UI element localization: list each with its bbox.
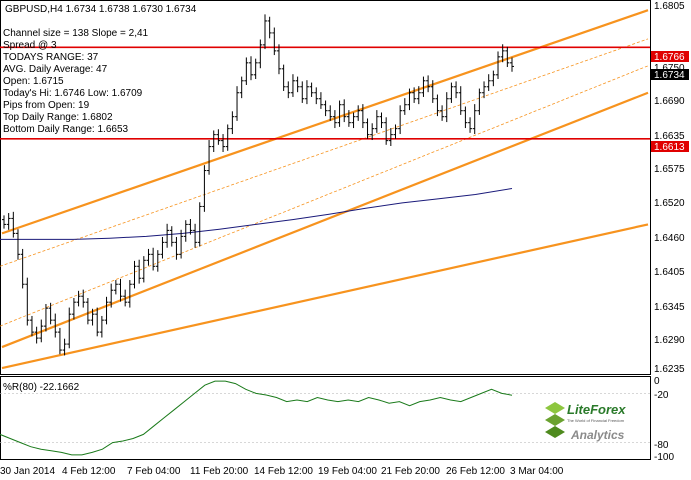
info-line: Open: 1.6715 — [3, 76, 64, 87]
price-tick: 1.6575 — [654, 164, 685, 175]
upper-level-value: 1.6766 — [654, 52, 685, 63]
main-plot-frame — [0, 0, 651, 375]
time-label: 30 Jan 2014 — [0, 466, 55, 477]
price-tick: 1.6750 — [654, 63, 685, 74]
info-line: Spread @ 3 — [3, 40, 57, 51]
indicator-tick: -100 — [654, 452, 674, 463]
lower-level-marker — [651, 141, 689, 152]
info-line: Pips from Open: 19 — [3, 100, 90, 111]
info-panel: GBPUSD,H4 1.6734 1.6738 1.6730 1.6734 Ch… — [3, 4, 197, 135]
logo-tagline: The World of Financial Freedom — [567, 418, 625, 423]
price-tick: 1.6235 — [654, 364, 685, 375]
channel-midline — [0, 65, 649, 327]
current-price-value: 1.6734 — [654, 70, 685, 81]
indicator-panel: %R(80) -22.1662 0 -20 -80 -100 — [3, 376, 674, 463]
time-label: 4 Feb 12:00 — [62, 466, 116, 477]
price-tick: 1.6460 — [654, 233, 685, 244]
indicator-label: %R(80) -22.1662 — [3, 382, 80, 393]
price-tick: 1.6405 — [654, 267, 685, 278]
price-scale: 1.6805 1.6750 1.6690 1.6635 1.6575 1.652… — [651, 1, 689, 375]
channel-line — [1, 91, 649, 349]
price-tick: 1.6345 — [654, 302, 685, 313]
indicator-plot-frame — [0, 376, 651, 460]
upper-level-marker — [651, 51, 689, 62]
info-line: Channel size = 138 Slope = 2,41 — [3, 28, 149, 39]
channel-line — [1, 223, 649, 370]
info-line: Top Daily Range: 1.6802 — [3, 112, 113, 123]
ma-line — [0, 188, 513, 240]
indicator-tick: -80 — [654, 440, 669, 451]
leaf-icon — [545, 402, 565, 438]
time-label: 3 Mar 04:00 — [510, 466, 564, 477]
time-label: 21 Feb 20:00 — [381, 466, 440, 477]
symbol-header: GBPUSD,H4 1.6734 1.6738 1.6730 1.6734 — [5, 4, 197, 15]
info-line: Bottom Daily Range: 1.6653 — [3, 124, 129, 135]
williams-r-line — [0, 380, 650, 456]
moving-average — [0, 188, 513, 240]
williams-r-path — [0, 380, 513, 456]
lower-level-value: 1.6613 — [654, 142, 685, 153]
price-tick: 1.6690 — [654, 96, 685, 107]
channel-midline — [0, 38, 649, 267]
indicator-tick: -20 — [654, 390, 669, 401]
logo-sub: Analytics — [570, 428, 625, 442]
price-tick: 1.6635 — [654, 131, 685, 142]
logo-brand: LiteForex — [567, 402, 626, 417]
current-price-marker — [651, 69, 689, 80]
time-label: 7 Feb 04:00 — [127, 466, 181, 477]
time-label: 14 Feb 12:00 — [254, 466, 313, 477]
time-label: 11 Feb 20:00 — [190, 466, 249, 477]
info-line: TODAYS RANGE: 37 — [3, 52, 99, 63]
price-tick: 1.6520 — [654, 198, 685, 209]
horizontal-levels — [0, 46, 650, 140]
time-label: 26 Feb 12:00 — [446, 466, 505, 477]
liteforex-logo: LiteForex The World of Financial Freedom… — [541, 398, 641, 450]
indicator-tick: 0 — [654, 376, 660, 387]
price-tick: 1.6290 — [654, 335, 685, 346]
info-line: AVG. Daily Average: 47 — [3, 64, 108, 75]
time-label: 19 Feb 04:00 — [318, 466, 377, 477]
info-line: Today's Hi: 1.6746 Low: 1.6709 — [3, 88, 143, 99]
channel-lines — [0, 9, 649, 370]
price-tick: 1.6805 — [654, 1, 685, 12]
price-bars — [2, 14, 514, 356]
time-scale: 30 Jan 2014 4 Feb 12:00 7 Feb 04:00 11 F… — [0, 466, 564, 477]
